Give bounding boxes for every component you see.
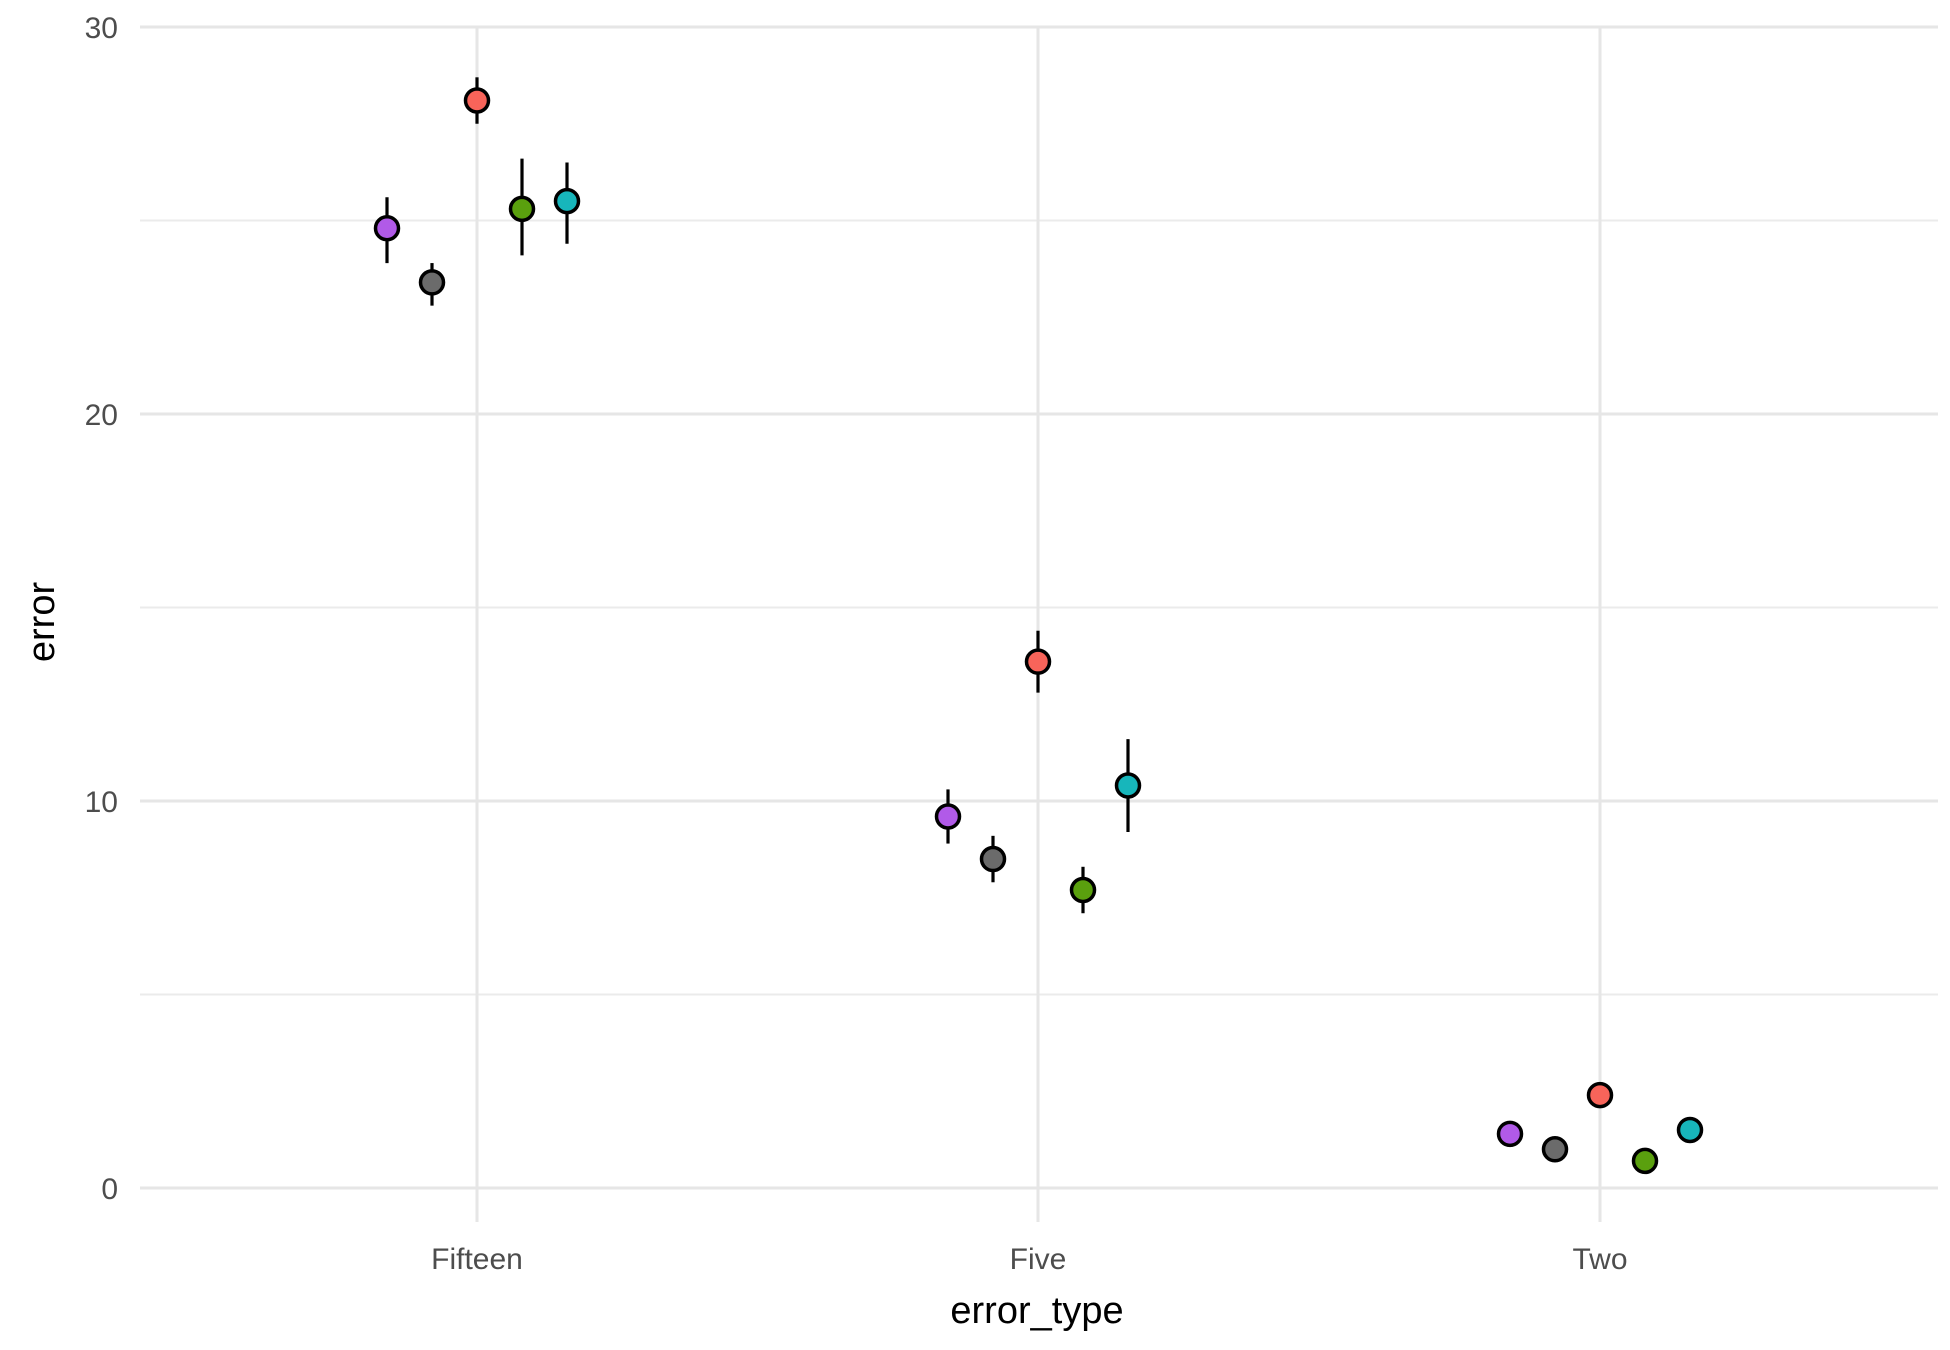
x-tick-label: Two bbox=[1572, 1243, 1627, 1276]
data-point bbox=[1541, 1136, 1569, 1163]
data-point bbox=[463, 87, 491, 114]
data-point bbox=[1496, 1120, 1524, 1148]
x-tick-label: Five bbox=[1010, 1243, 1067, 1276]
x-tick-label: Fifteen bbox=[431, 1243, 523, 1276]
data-point bbox=[418, 269, 446, 296]
error-bars bbox=[385, 77, 1130, 914]
y-tick-label: 0 bbox=[101, 1173, 118, 1206]
y-tick-label: 30 bbox=[85, 12, 118, 45]
x-axis-title: error_type bbox=[950, 1290, 1123, 1332]
y-axis-title: error bbox=[21, 582, 63, 663]
data-point bbox=[553, 187, 581, 215]
y-tick-label: 10 bbox=[85, 786, 118, 819]
data-point bbox=[1114, 772, 1142, 799]
data-point bbox=[1676, 1116, 1704, 1144]
y-tick-label: 20 bbox=[85, 399, 118, 432]
major-grid bbox=[140, 25, 1938, 1222]
data-point bbox=[508, 195, 536, 223]
data-point bbox=[1631, 1147, 1659, 1175]
data-point bbox=[1024, 648, 1052, 675]
data-point bbox=[373, 214, 401, 242]
data-point bbox=[979, 845, 1007, 873]
data-point bbox=[1586, 1081, 1614, 1109]
y-tick-labels: 0 10 20 30 bbox=[85, 12, 118, 1206]
data-point bbox=[934, 803, 962, 830]
data-point bbox=[1069, 876, 1097, 904]
x-tick-labels: Fifteen Five Two bbox=[431, 1243, 1627, 1276]
data-points bbox=[373, 87, 1704, 1175]
